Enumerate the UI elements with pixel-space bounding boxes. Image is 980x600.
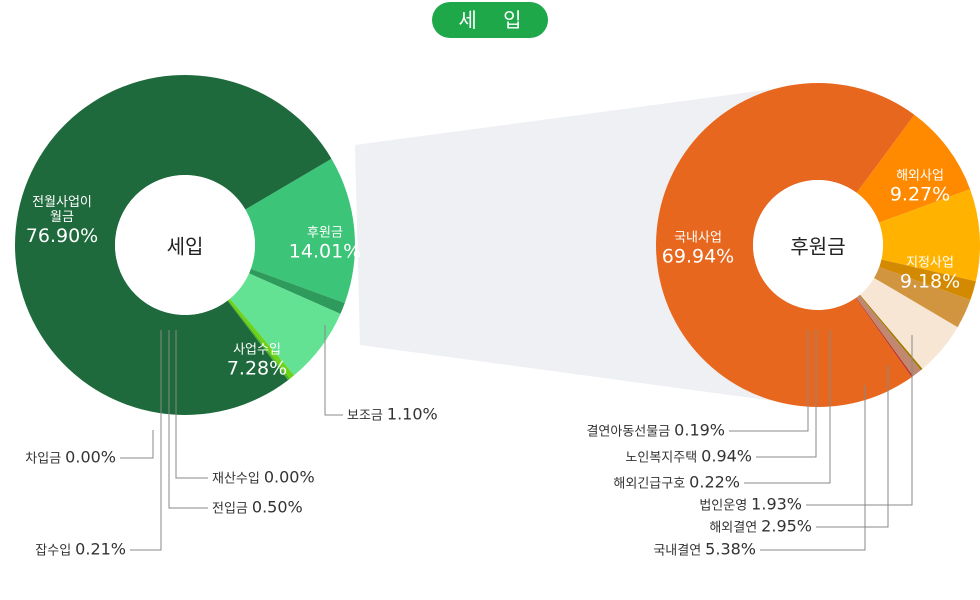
- slice-label: 사업수입 7.28%: [225, 342, 289, 381]
- value-label: 0.21%: [75, 539, 126, 559]
- leader-line: [120, 430, 154, 459]
- category-name: 해외결연: [709, 520, 758, 536]
- category-name: 보조금: [347, 408, 383, 424]
- leader-line: [729, 330, 809, 432]
- value-label: 69.94%: [661, 245, 735, 268]
- slice: [228, 298, 295, 379]
- slice-label: 법인운영 1.93%: [699, 494, 802, 515]
- value-label: 5.38%: [705, 539, 756, 559]
- value-label: 2.95%: [761, 516, 812, 536]
- category-name: 잡수입: [35, 543, 72, 559]
- slice-label: 보조금 1.10%: [347, 404, 438, 425]
- value-label: 0.19%: [674, 420, 725, 440]
- category-name: 해외사업: [896, 168, 944, 184]
- value-label: 9.27%: [889, 183, 951, 206]
- value-label: 76.90%: [25, 225, 99, 248]
- slice-label: 차입금 0.00%: [25, 447, 116, 468]
- center-label: 후원금: [790, 234, 846, 259]
- slice: [859, 277, 958, 369]
- value-label: 0.50%: [251, 497, 303, 517]
- value-label: 1.10%: [386, 404, 438, 424]
- category-name: 해외긴급구호: [613, 476, 686, 492]
- donut-hole: [115, 175, 255, 315]
- slice-label: 재산수입 0.00%: [212, 467, 315, 488]
- slice: [874, 267, 971, 328]
- slice: [227, 300, 290, 381]
- donut-hole: [753, 180, 883, 310]
- slice-label: 후원금 14.01%: [288, 225, 362, 264]
- leaders: [120, 325, 913, 551]
- value-label: 7.28%: [226, 357, 288, 380]
- category-name: 전입금: [212, 501, 248, 517]
- slice: [856, 295, 921, 377]
- slice: [879, 259, 976, 301]
- slice: [856, 114, 971, 223]
- slice-label: 노인복지주택 0.94%: [625, 446, 752, 467]
- center-label: 세입: [166, 234, 204, 259]
- value-label: 1.93%: [751, 494, 802, 514]
- value-label: 0.00%: [65, 447, 116, 467]
- slice-label: 국내결연 5.38%: [653, 539, 756, 560]
- category-name: 결연아동선물금: [586, 424, 671, 440]
- category-name: 국내사업: [674, 230, 722, 246]
- category-name: 후원금: [307, 225, 343, 241]
- slice-label: 지정사업 9.18%: [898, 255, 962, 294]
- category-name: 차입금: [25, 451, 62, 467]
- chart-title: 세 입: [432, 2, 548, 38]
- slice-label: 결연아동선물금 0.19%: [586, 420, 725, 441]
- slice-label: 전월사업이월금 76.90%: [25, 195, 99, 248]
- leader-line: [744, 330, 831, 484]
- leader-line: [130, 330, 162, 551]
- slice: [879, 189, 980, 282]
- category-name: 법인운영: [699, 498, 748, 514]
- category-name: 전월사업이월금: [32, 195, 92, 226]
- slice: [15, 74, 332, 415]
- leader-line: [816, 365, 889, 528]
- value-label: 0.00%: [263, 467, 315, 487]
- leader-line: [756, 330, 817, 458]
- slice-label: 전입금 0.50%: [212, 497, 303, 518]
- slice: [655, 82, 915, 408]
- slice-label: 해외사업 9.27%: [888, 168, 952, 207]
- category-name: 재산수입: [212, 471, 260, 487]
- value-label: 0.94%: [701, 446, 752, 466]
- slice-label: 국내사업 69.94%: [661, 230, 735, 269]
- slice: [245, 158, 355, 303]
- category-name: 지정사업: [906, 255, 954, 271]
- value-label: 14.01%: [288, 240, 362, 263]
- slice-label: 잡수입 0.21%: [35, 539, 126, 560]
- value-label: 9.18%: [899, 270, 961, 293]
- slice-label: 해외결연 2.95%: [709, 516, 812, 537]
- leader-line: [806, 335, 913, 506]
- category-name: 국내결연: [653, 543, 702, 559]
- slice-label: 해외긴급구호 0.22%: [613, 472, 740, 493]
- slice: [248, 268, 345, 314]
- slice: [229, 273, 341, 376]
- leader-line: [760, 385, 866, 551]
- category-name: 사업수입: [233, 342, 281, 358]
- leader-line: [324, 325, 343, 416]
- slice: [855, 297, 914, 378]
- leader-line: [175, 330, 208, 479]
- leader-line: [168, 330, 208, 509]
- slice: [859, 294, 923, 371]
- category-name: 노인복지주택: [625, 450, 698, 466]
- value-label: 0.22%: [689, 472, 740, 492]
